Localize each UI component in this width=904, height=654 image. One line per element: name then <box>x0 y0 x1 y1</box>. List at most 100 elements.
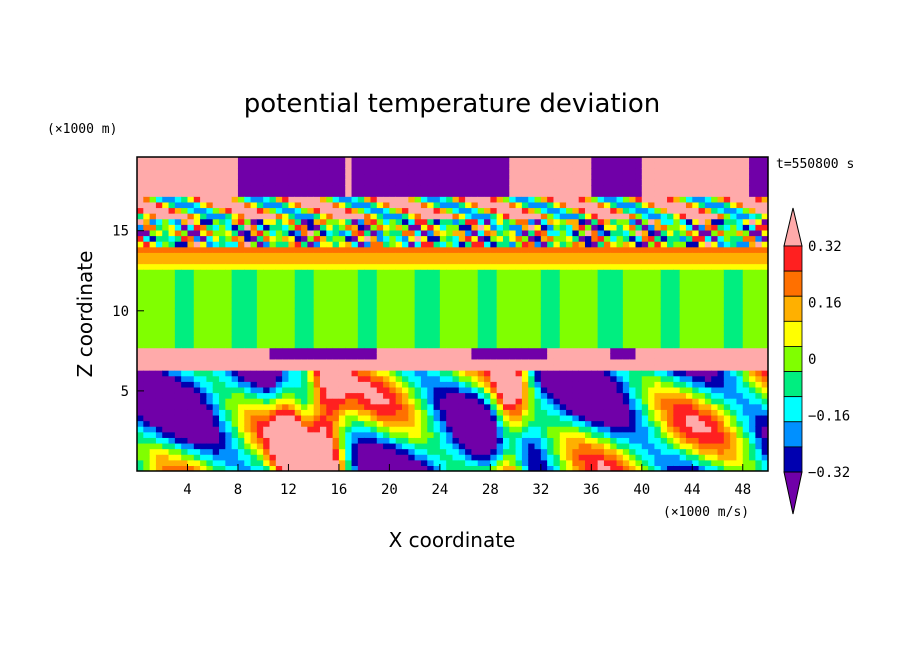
contour-cell <box>635 157 643 164</box>
contour-cell <box>219 409 226 416</box>
contour-cell <box>629 353 637 360</box>
contour-cell <box>137 252 144 259</box>
contour-cell <box>181 179 189 186</box>
contour-cell <box>667 218 674 225</box>
contour-cell <box>427 342 435 349</box>
contour-cell <box>616 336 624 343</box>
contour-cell <box>294 168 302 175</box>
contour-cell <box>206 403 214 410</box>
contour-cell <box>654 409 662 416</box>
contour-cell <box>326 196 334 203</box>
contour-cell <box>332 426 340 433</box>
contour-cell <box>162 252 170 259</box>
contour-cell <box>427 426 435 433</box>
contour-cell <box>490 263 498 270</box>
contour-cell <box>357 297 365 304</box>
contour-cell <box>566 218 573 225</box>
contour-cell <box>408 196 416 203</box>
contour-cell <box>458 218 466 225</box>
contour-cell <box>603 229 611 237</box>
contour-cell <box>667 319 674 326</box>
contour-cell <box>414 185 422 192</box>
contour-cell <box>269 386 277 394</box>
contour-cell <box>471 314 479 321</box>
contour-cell <box>679 420 687 427</box>
contour-cell <box>458 392 466 399</box>
contour-cell <box>484 274 491 281</box>
contour-cell <box>572 269 580 276</box>
contour-cell <box>559 257 567 265</box>
contour-cell <box>307 302 315 309</box>
contour-cell <box>389 252 397 259</box>
contour-cell <box>319 325 327 332</box>
contour-cell <box>654 398 662 405</box>
contour-cell <box>446 414 454 422</box>
contour-cell <box>288 386 296 394</box>
contour-cell <box>553 291 561 298</box>
contour-cell <box>193 224 201 231</box>
contour-cell <box>351 263 359 270</box>
contour-cell <box>566 381 573 388</box>
contour-cell <box>288 280 296 287</box>
contour-cell <box>225 370 233 377</box>
contour-cell <box>162 269 170 276</box>
contour-cell <box>269 347 277 354</box>
contour-cell <box>155 364 163 371</box>
contour-cell <box>692 364 700 371</box>
contour-cell <box>282 168 290 175</box>
contour-cell <box>212 414 220 422</box>
contour-cell <box>162 370 170 377</box>
contour-cell <box>219 375 226 382</box>
contour-cell <box>553 201 561 209</box>
contour-cell <box>490 398 498 405</box>
contour-cell <box>212 353 220 360</box>
contour-cell <box>301 285 308 293</box>
contour-cell <box>673 398 681 405</box>
contour-cell <box>667 269 674 276</box>
contour-cell <box>654 442 662 450</box>
contour-cell <box>383 308 390 315</box>
contour-cell <box>256 179 264 186</box>
contour-cell <box>376 280 384 287</box>
contour-cell <box>307 229 315 237</box>
contour-cell <box>509 285 517 293</box>
contour-cell <box>174 235 182 242</box>
contour-cell <box>616 213 624 220</box>
contour-cell <box>616 454 624 461</box>
contour-cell <box>231 179 239 186</box>
contour-cell <box>597 442 605 450</box>
contour-cell <box>439 201 447 209</box>
contour-cell <box>540 185 548 192</box>
contour-cell <box>275 403 283 410</box>
contour-cell <box>679 330 687 338</box>
contour-cell <box>181 442 189 450</box>
contour-cell <box>572 336 580 343</box>
contour-cell <box>370 342 378 349</box>
contour-cell <box>622 252 630 259</box>
contour-cell <box>263 358 271 366</box>
contour-cell <box>420 185 428 192</box>
contour-cell <box>566 347 573 354</box>
contour-cell <box>389 353 397 360</box>
contour-cell <box>591 465 599 471</box>
contour-cell <box>168 314 176 321</box>
contour-cell <box>559 442 567 450</box>
contour-cell <box>490 297 498 304</box>
contour-cell <box>433 381 441 388</box>
contour-cell <box>654 269 662 276</box>
contour-cell <box>193 465 201 471</box>
contour-cell <box>591 403 599 410</box>
contour-cell <box>338 157 346 164</box>
contour-cell <box>622 330 630 338</box>
contour-cell <box>540 173 548 181</box>
contour-cell <box>200 448 208 455</box>
contour-cell <box>521 370 529 377</box>
contour-cell <box>395 431 403 438</box>
contour-cell <box>591 398 599 405</box>
contour-cell <box>282 257 290 265</box>
contour-cell <box>471 218 479 225</box>
contour-cell <box>591 241 599 248</box>
contour-cell <box>490 454 498 461</box>
contour-cell <box>528 325 536 332</box>
contour-cell <box>402 342 409 349</box>
